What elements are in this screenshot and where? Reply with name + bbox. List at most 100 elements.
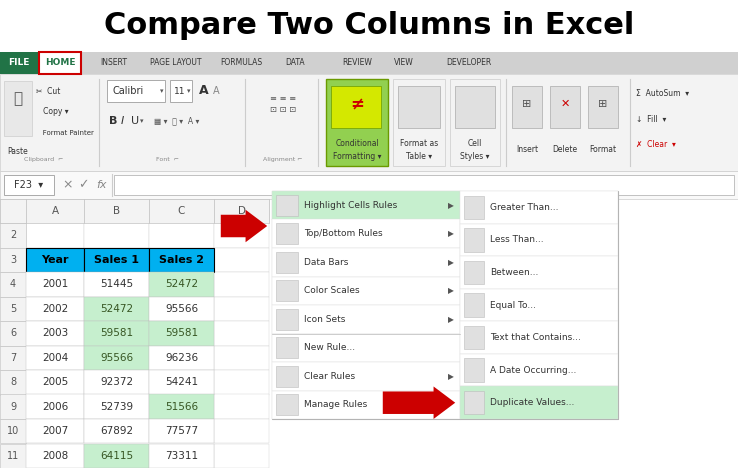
Bar [460, 322, 618, 354]
Bar [0, 199, 738, 468]
Text: New Rule...: New Rule... [304, 343, 355, 352]
Text: 59581: 59581 [100, 328, 133, 338]
Text: ✓: ✓ [78, 178, 89, 191]
Bar [464, 293, 484, 317]
Bar [276, 252, 298, 272]
Bar [84, 199, 149, 223]
Text: 51445: 51445 [100, 279, 133, 289]
Bar [26, 297, 84, 321]
Bar [149, 370, 214, 395]
Text: Compare Two Columns in Excel: Compare Two Columns in Excel [104, 12, 634, 41]
Bar [149, 199, 214, 223]
Bar [84, 297, 149, 321]
Bar [4, 81, 32, 136]
Bar [460, 256, 618, 289]
Text: Between...: Between... [490, 268, 539, 277]
Bar [272, 219, 460, 248]
Text: U: U [131, 116, 139, 126]
Text: ▾: ▾ [140, 118, 143, 124]
Bar [84, 321, 149, 345]
Bar [107, 80, 165, 102]
Text: Format: Format [590, 145, 616, 154]
Text: 6: 6 [10, 328, 16, 338]
Bar [550, 86, 580, 128]
Text: D: D [238, 206, 246, 216]
Text: ×: × [62, 178, 72, 191]
Text: Format Painter: Format Painter [36, 130, 94, 136]
Bar [0, 444, 26, 468]
Bar [26, 223, 84, 248]
Text: Copy ▾: Copy ▾ [36, 108, 69, 117]
Bar [149, 395, 214, 419]
Bar [326, 79, 388, 166]
Text: REVIEW: REVIEW [342, 58, 372, 67]
Text: ▦ ▾  🎨 ▾  A ▾: ▦ ▾ 🎨 ▾ A ▾ [154, 117, 199, 125]
Bar [26, 345, 84, 370]
Text: Σ  AutoSum  ▾: Σ AutoSum ▾ [636, 89, 689, 98]
Text: 5: 5 [10, 304, 16, 314]
Bar [272, 334, 460, 362]
Text: Color Scales: Color Scales [304, 286, 359, 295]
Text: A: A [52, 206, 58, 216]
Text: 2005: 2005 [42, 377, 68, 387]
Text: A: A [199, 85, 209, 97]
Bar [214, 395, 269, 419]
Text: Data Bars: Data Bars [304, 258, 348, 267]
Text: fx: fx [96, 180, 106, 190]
Text: 2001: 2001 [42, 279, 68, 289]
Bar [0, 74, 738, 171]
Bar [0, 52, 38, 74]
Text: B: B [113, 206, 120, 216]
Bar [149, 297, 214, 321]
Bar [26, 248, 84, 272]
Bar [84, 248, 149, 272]
Text: 4: 4 [10, 279, 16, 289]
Bar [214, 297, 269, 321]
Bar [149, 248, 214, 272]
Bar [276, 395, 298, 415]
Text: 51566: 51566 [165, 402, 198, 412]
Bar [84, 223, 149, 248]
Bar [84, 395, 149, 419]
Bar [393, 79, 445, 166]
Bar [26, 444, 84, 468]
Bar [276, 366, 298, 387]
Text: HOME: HOME [45, 58, 75, 67]
Bar [464, 391, 484, 415]
Bar [0, 171, 738, 199]
Text: Sales 2: Sales 2 [159, 255, 204, 265]
Bar [170, 80, 192, 102]
Text: Alignment ⌐: Alignment ⌐ [263, 158, 303, 162]
Text: Table ▾: Table ▾ [406, 153, 432, 161]
Text: ✂  Cut: ✂ Cut [36, 87, 61, 95]
Text: Year: Year [41, 255, 69, 265]
Text: F23  ▾: F23 ▾ [15, 180, 44, 190]
Bar [512, 86, 542, 128]
Bar [460, 191, 618, 419]
Text: 3: 3 [10, 255, 16, 265]
Text: Clear Rules: Clear Rules [304, 372, 355, 381]
Bar [272, 248, 460, 277]
Bar [214, 419, 269, 444]
Bar [276, 337, 298, 358]
Text: FILE: FILE [8, 58, 30, 67]
Bar [460, 224, 618, 256]
Bar [149, 345, 214, 370]
Bar [464, 196, 484, 219]
Text: 10: 10 [7, 426, 19, 436]
Bar [331, 86, 381, 128]
Bar [149, 444, 214, 468]
Text: I: I [121, 116, 124, 126]
Text: 52472: 52472 [165, 279, 198, 289]
Text: Calibri: Calibri [112, 86, 143, 96]
Bar [0, 199, 269, 223]
Bar [464, 261, 484, 284]
Text: Format as: Format as [400, 139, 438, 148]
Bar [276, 280, 298, 301]
Bar [26, 419, 84, 444]
Text: ▶: ▶ [448, 229, 454, 238]
Bar [276, 195, 298, 215]
Bar [0, 370, 26, 395]
Bar [84, 370, 149, 395]
Bar [464, 358, 484, 382]
